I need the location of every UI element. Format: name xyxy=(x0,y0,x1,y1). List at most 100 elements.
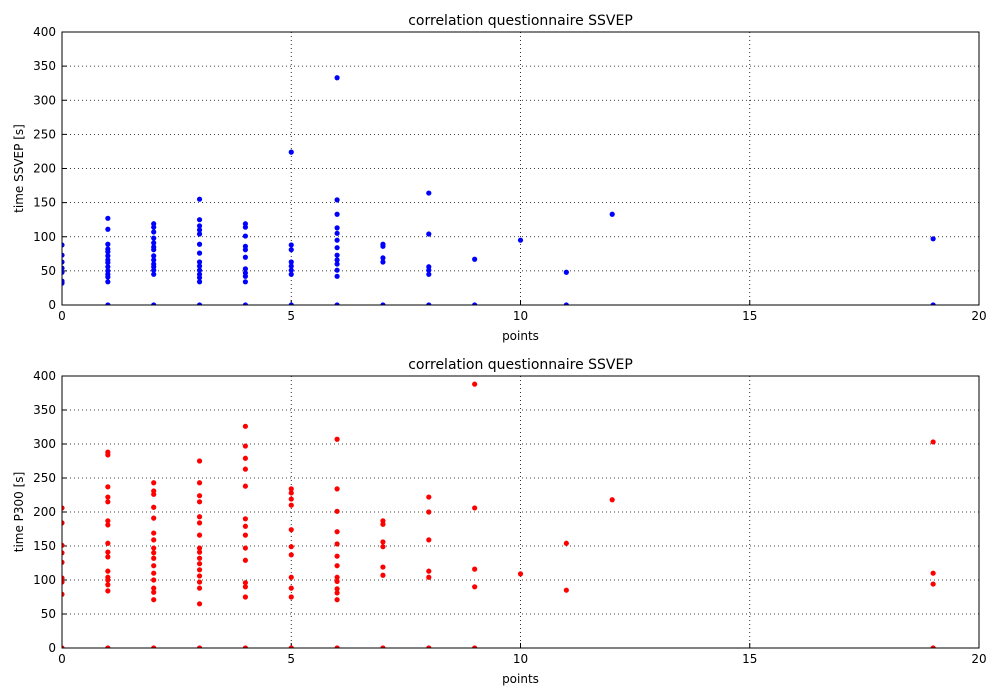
point xyxy=(288,527,294,533)
point xyxy=(196,549,203,555)
point xyxy=(196,196,203,202)
point xyxy=(105,577,111,583)
point xyxy=(105,554,111,560)
point xyxy=(426,190,432,196)
points xyxy=(62,75,936,305)
y-axis-label: time SSVEP [s] xyxy=(12,124,26,213)
point xyxy=(196,302,203,305)
point xyxy=(196,267,203,273)
point xyxy=(105,253,111,259)
y-tick-label: 250 xyxy=(33,471,56,485)
point xyxy=(334,302,340,305)
point xyxy=(105,522,111,528)
point xyxy=(426,509,432,515)
y-tick-label: 150 xyxy=(33,539,56,553)
point xyxy=(242,532,248,538)
point xyxy=(288,585,294,591)
point xyxy=(196,567,203,573)
point xyxy=(334,252,340,258)
point xyxy=(426,568,432,574)
point xyxy=(151,271,157,277)
point xyxy=(196,573,203,579)
point xyxy=(426,537,432,543)
point xyxy=(288,594,294,600)
point xyxy=(380,645,386,648)
point xyxy=(334,586,340,592)
point xyxy=(105,484,111,490)
point xyxy=(151,302,157,305)
point xyxy=(196,545,203,551)
point xyxy=(334,574,340,580)
point xyxy=(288,149,294,155)
point xyxy=(196,561,203,567)
point xyxy=(609,497,615,503)
chart-title: correlation questionnaire SSVEP xyxy=(408,13,633,29)
point xyxy=(151,550,157,556)
point xyxy=(242,455,248,461)
point xyxy=(196,532,203,538)
point xyxy=(105,494,111,500)
x-tick-label: 10 xyxy=(513,652,528,666)
point xyxy=(151,253,157,259)
point xyxy=(196,275,203,281)
y-tick-label: 200 xyxy=(33,505,56,519)
point xyxy=(151,577,157,583)
point xyxy=(151,229,157,235)
point xyxy=(196,645,203,648)
point xyxy=(242,224,248,230)
point xyxy=(151,589,157,595)
point xyxy=(242,584,248,590)
point xyxy=(426,231,432,237)
point xyxy=(426,494,432,500)
point xyxy=(334,486,340,492)
point xyxy=(196,499,203,505)
point xyxy=(334,541,340,547)
point xyxy=(288,486,294,492)
point xyxy=(334,237,340,243)
point xyxy=(380,544,386,550)
point xyxy=(242,483,248,489)
point xyxy=(196,227,203,233)
point xyxy=(62,259,65,265)
point xyxy=(151,585,157,591)
point xyxy=(105,540,111,546)
point xyxy=(288,552,294,558)
point xyxy=(930,570,936,576)
point xyxy=(563,540,569,546)
point xyxy=(62,242,65,248)
x-tick-label: 15 xyxy=(742,309,757,323)
point xyxy=(426,302,432,305)
point xyxy=(105,241,111,247)
point xyxy=(242,273,248,279)
point xyxy=(426,645,432,648)
point xyxy=(288,502,294,508)
point xyxy=(930,236,936,242)
point xyxy=(151,530,157,536)
point xyxy=(563,587,569,593)
point xyxy=(196,555,203,561)
point xyxy=(196,514,203,520)
point xyxy=(334,553,340,559)
point xyxy=(196,585,203,591)
axes-frame xyxy=(61,31,980,306)
point xyxy=(242,302,248,305)
point xyxy=(62,591,65,597)
point xyxy=(105,588,111,594)
point xyxy=(334,508,340,514)
point xyxy=(288,544,294,550)
point xyxy=(62,550,65,556)
point xyxy=(242,516,248,522)
point xyxy=(196,241,203,247)
x-tick-label: 0 xyxy=(58,652,66,666)
point xyxy=(105,549,111,555)
point xyxy=(288,259,294,265)
point xyxy=(334,261,340,267)
point xyxy=(426,574,432,580)
y-tick-label: 350 xyxy=(33,59,56,73)
point xyxy=(151,235,157,241)
point xyxy=(196,263,203,269)
point xyxy=(242,247,248,253)
point xyxy=(196,579,203,585)
point xyxy=(517,571,524,577)
